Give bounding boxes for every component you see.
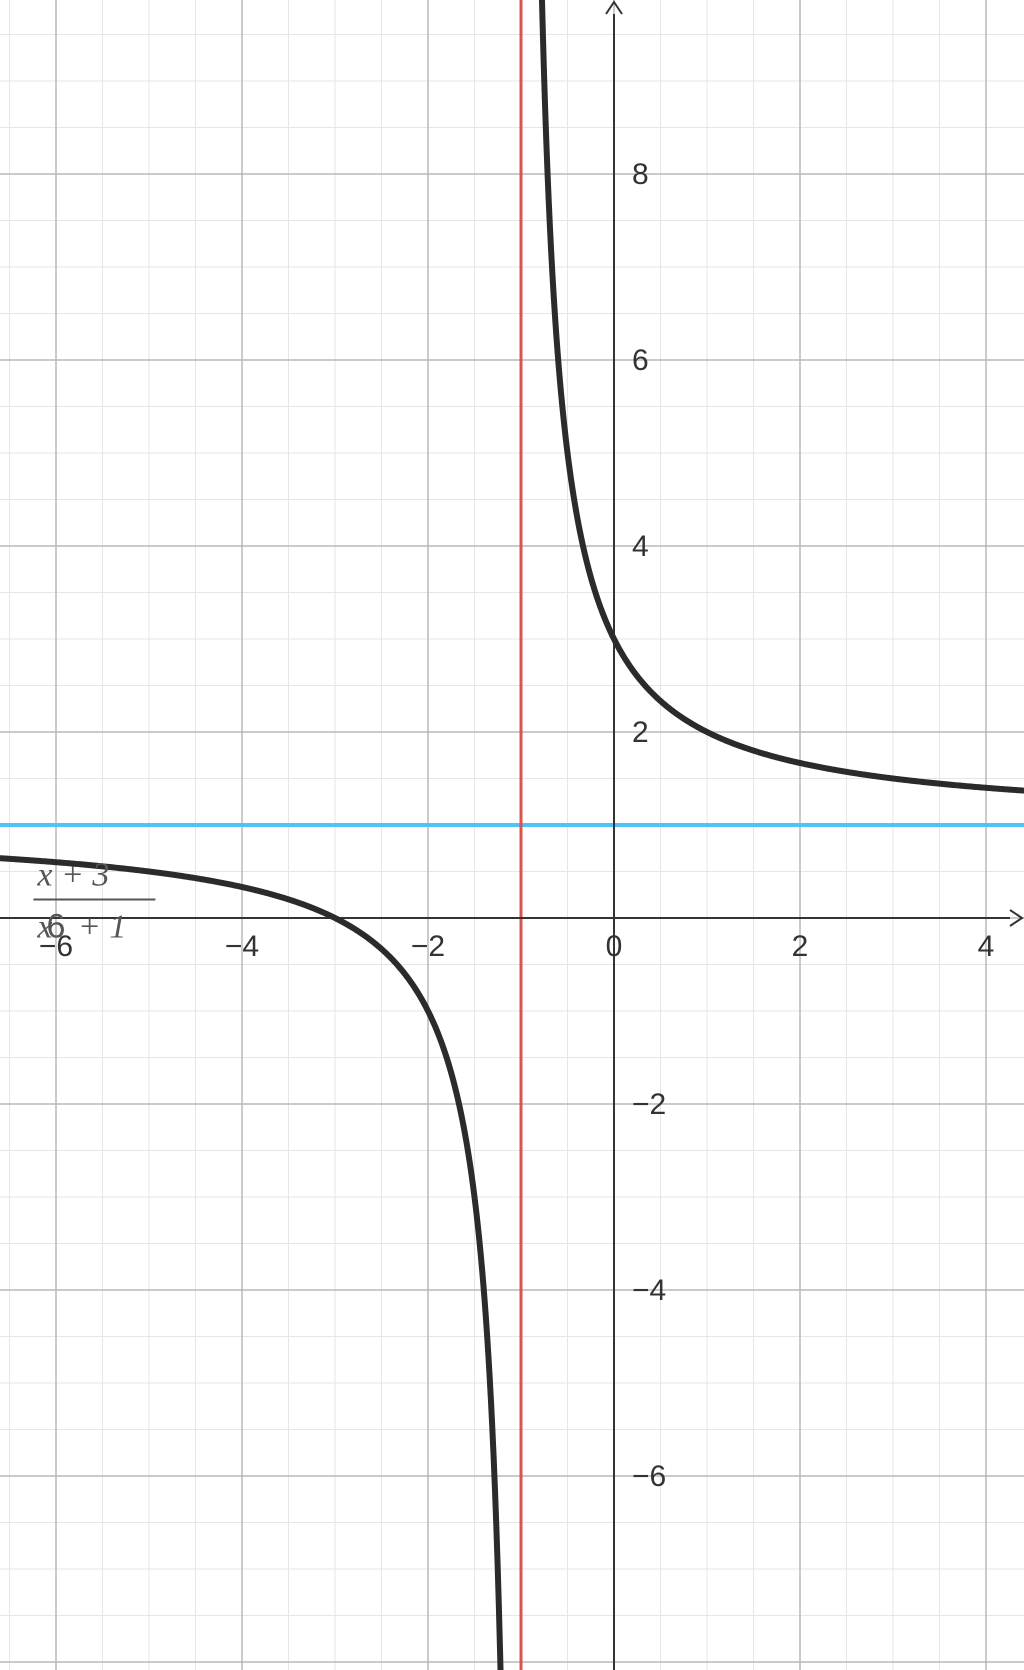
y-tick-label: −2 xyxy=(632,1088,666,1121)
y-tick-label: 6 xyxy=(632,344,649,377)
formula-numerator: x + 3 xyxy=(36,856,109,893)
y-tick-label: −6 xyxy=(632,1460,666,1493)
y-tick-label: 2 xyxy=(632,716,649,749)
x-tick-label: −4 xyxy=(225,930,259,963)
function-plot: −6−4−2024−6−4−22468x + 3x6 + 1 xyxy=(0,0,1024,1670)
y-tick-label: 4 xyxy=(632,530,649,563)
x-tick-label: 2 xyxy=(792,930,809,963)
x-tick-label: 4 xyxy=(978,930,995,963)
x-tick-label: 0 xyxy=(606,930,623,963)
plot-background xyxy=(0,0,1024,1670)
y-tick-label: −4 xyxy=(632,1274,666,1307)
y-tick-label: 8 xyxy=(632,158,649,191)
formula-denominator: x6 + 1 xyxy=(36,907,126,945)
x-tick-label: −2 xyxy=(411,930,445,963)
